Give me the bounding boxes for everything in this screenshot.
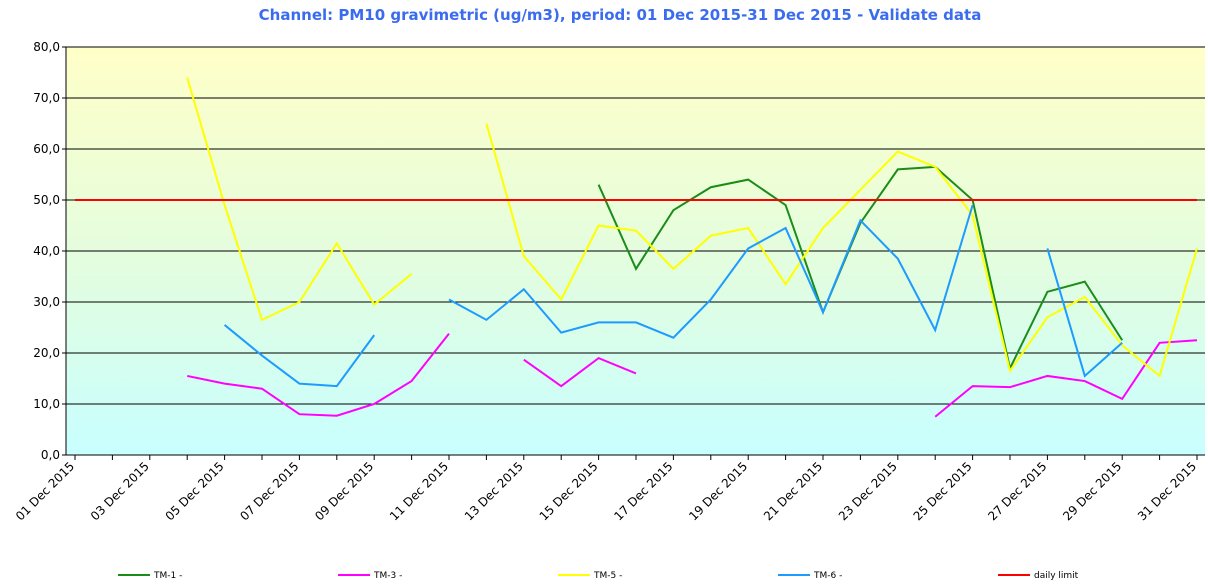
x-tick-label: 07 Dec 2015: [237, 459, 301, 523]
y-tick-label: 40,0: [33, 244, 60, 258]
chart-title: Channel: PM10 gravimetric (ug/m3), perio…: [259, 6, 982, 24]
x-tick-label: 13 Dec 2015: [462, 459, 526, 523]
legend-label: TM-3 -: [373, 571, 402, 581]
series-line: [186, 333, 450, 417]
x-tick-label: 25 Dec 2015: [911, 459, 975, 523]
y-tick-label: 50,0: [33, 193, 60, 207]
x-tick-label: 29 Dec 2015: [1060, 459, 1124, 523]
series-line: [223, 324, 376, 388]
series-line: [1046, 248, 1123, 378]
legend-label: TM-6 -: [813, 571, 842, 581]
y-tick-label: 0,0: [41, 448, 60, 462]
y-tick-label: 20,0: [33, 346, 60, 360]
series-line: [523, 356, 637, 388]
legend-label: TM-1 -: [153, 571, 182, 581]
x-tick-label: 01 Dec 2015: [13, 459, 77, 523]
x-tick-label: 17 Dec 2015: [611, 459, 675, 523]
series-line: [186, 77, 413, 322]
series-line: [934, 339, 1198, 418]
x-tick-label: 03 Dec 2015: [88, 459, 152, 523]
series-line: [448, 204, 974, 339]
x-tick-label: 21 Dec 2015: [761, 459, 825, 523]
y-tick-label: 80,0: [33, 40, 60, 54]
x-tick-label: 09 Dec 2015: [312, 459, 376, 523]
x-tick-label: 19 Dec 2015: [686, 459, 750, 523]
legend-label: TM-5 -: [593, 571, 622, 581]
series-line: [485, 123, 1198, 378]
y-tick-label: 60,0: [33, 142, 60, 156]
x-tick-label: 15 Dec 2015: [537, 459, 601, 523]
y-tick-label: 70,0: [33, 91, 60, 105]
y-tick-label: 10,0: [33, 397, 60, 411]
legend-label: daily limit: [1034, 571, 1079, 581]
x-tick-label: 27 Dec 2015: [985, 459, 1049, 523]
x-tick-label: 23 Dec 2015: [836, 459, 900, 523]
x-tick-label: 11 Dec 2015: [387, 459, 451, 523]
x-tick-label: 31 Dec 2015: [1135, 459, 1199, 523]
y-tick-label: 30,0: [33, 295, 60, 309]
x-tick-label: 05 Dec 2015: [163, 459, 227, 523]
